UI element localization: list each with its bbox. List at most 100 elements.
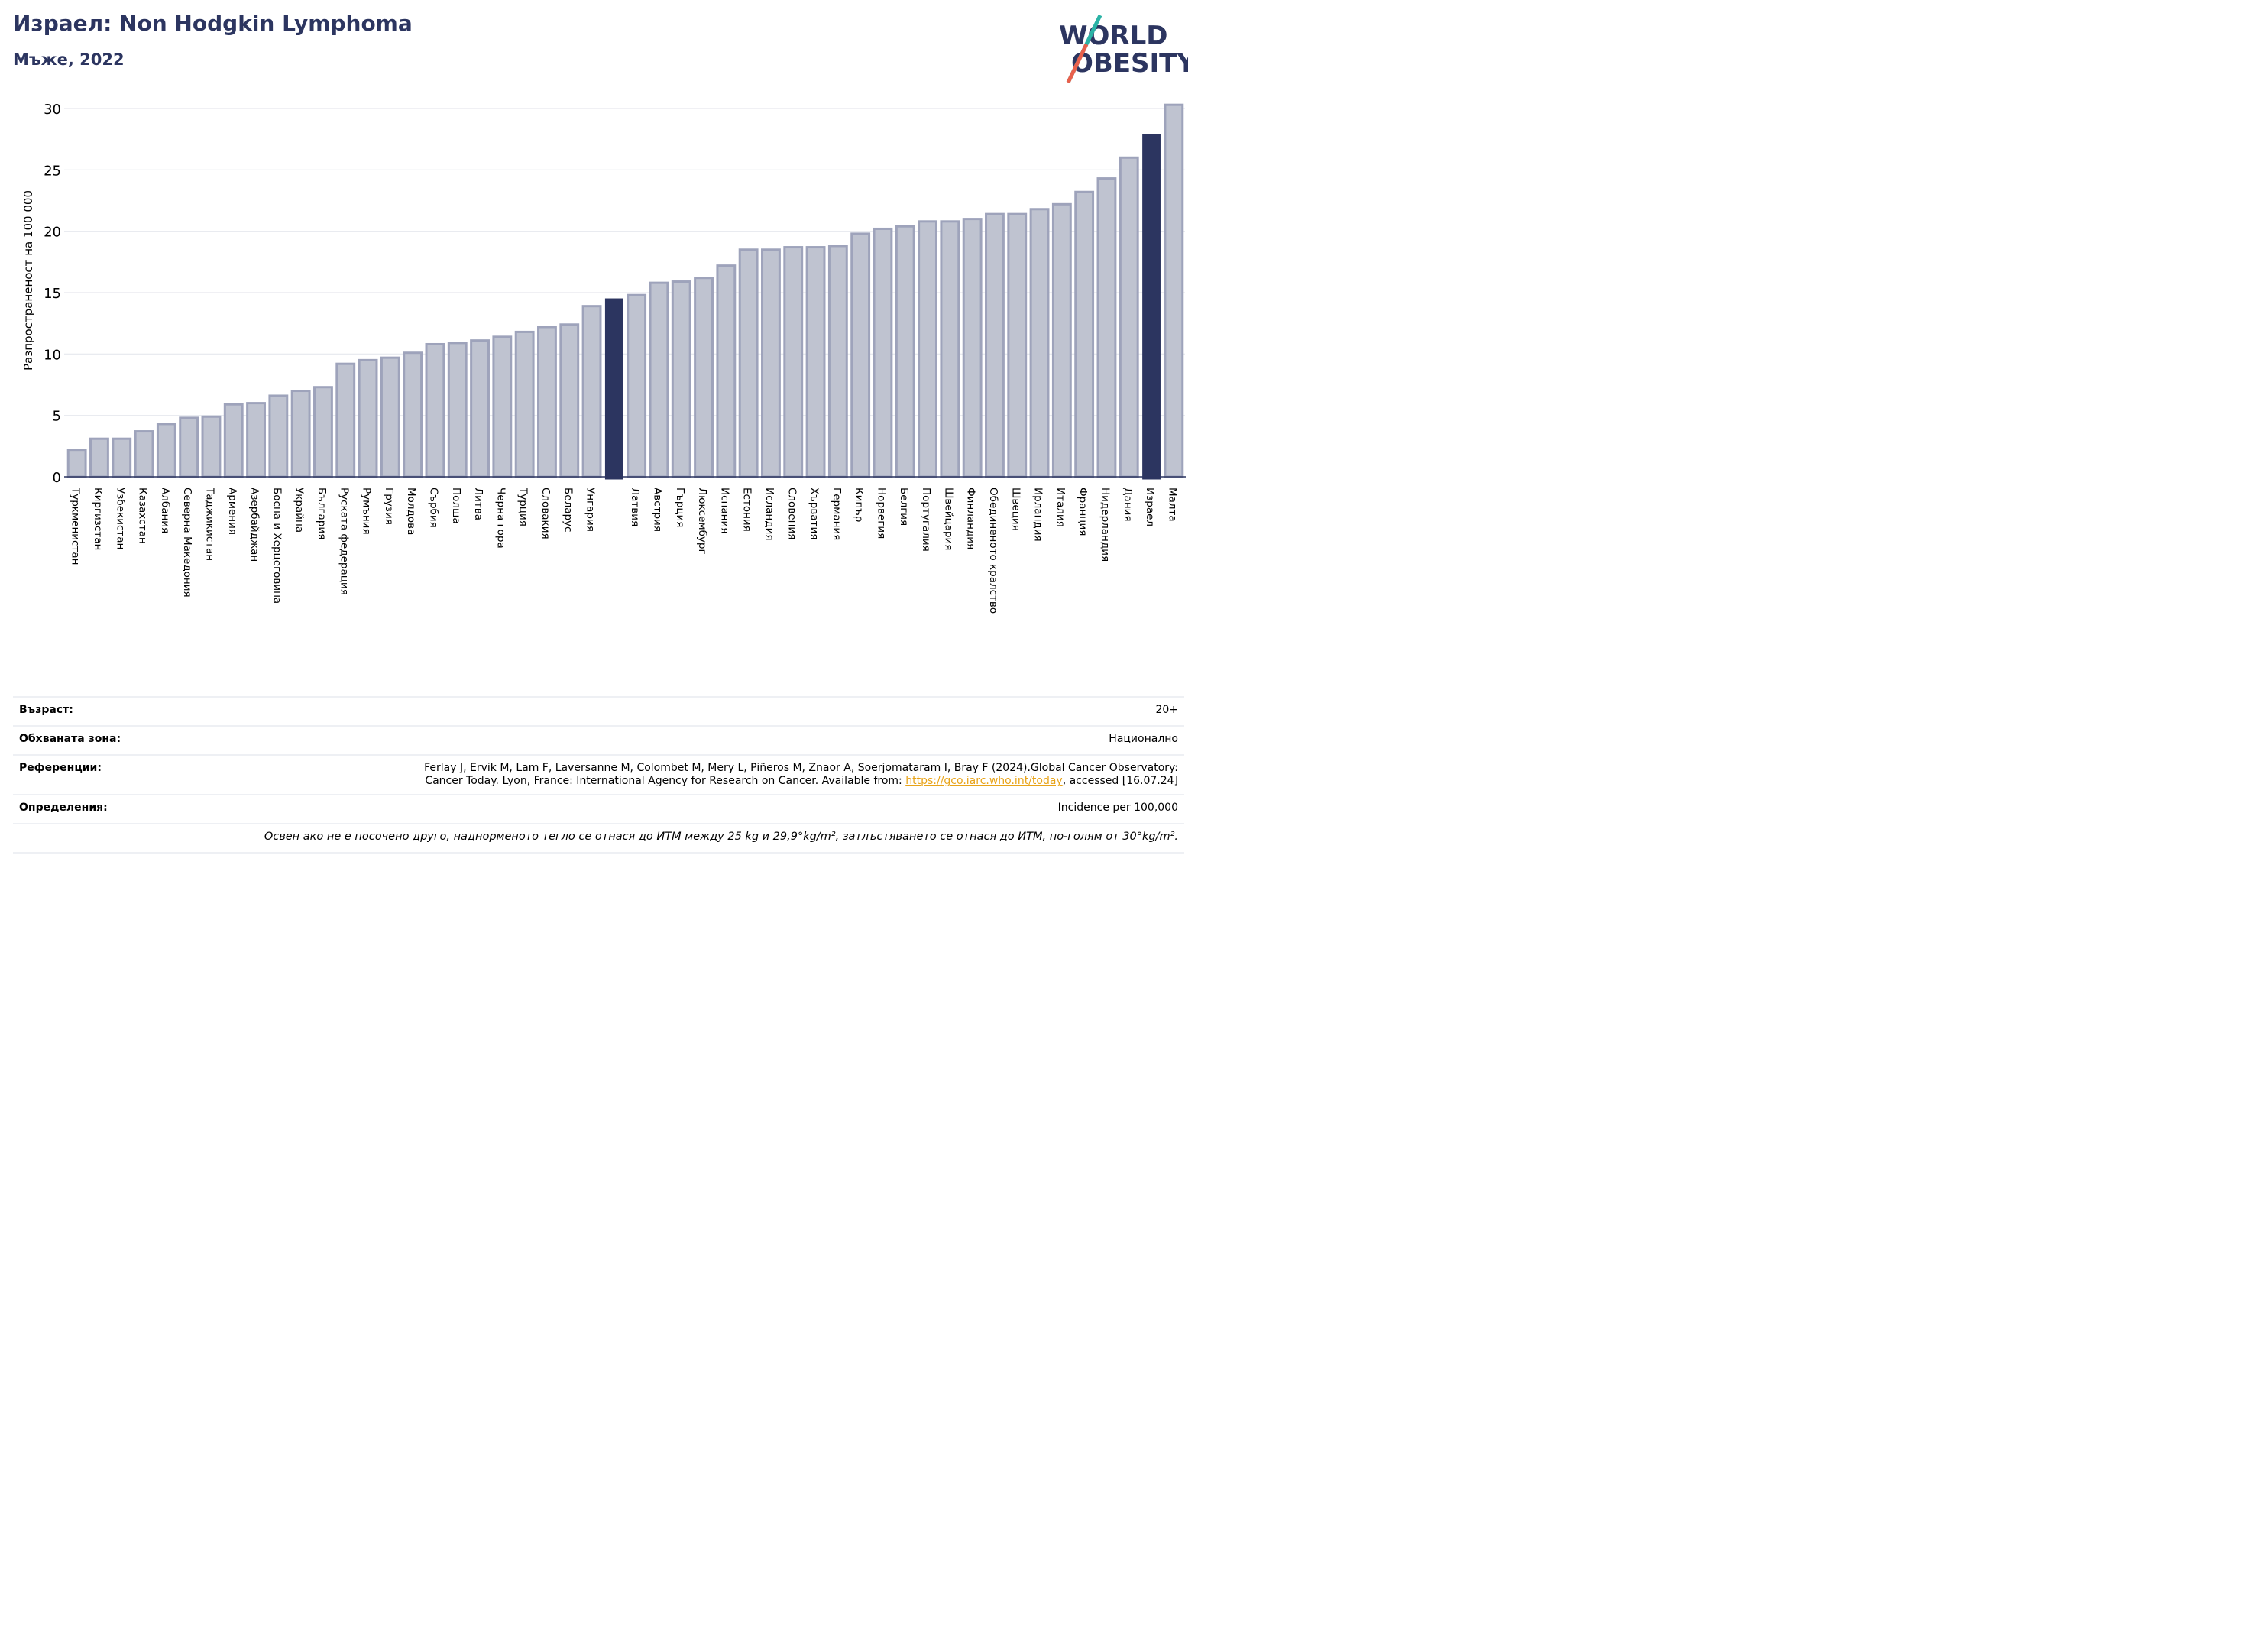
x-tick-label: Ирландия xyxy=(1032,488,1044,542)
x-tick-label: Кипър xyxy=(853,488,865,522)
world-obesity-logo: WORLD OBESITY xyxy=(1059,15,1188,84)
bar-blank xyxy=(604,298,623,480)
area-label: Обхваната зона: xyxy=(19,733,121,745)
bar-Казахстан xyxy=(134,430,154,478)
age-row: Възраст: 20+ xyxy=(13,696,1184,725)
bar-Германия xyxy=(827,245,848,478)
y-tick-label: 30 xyxy=(44,102,61,118)
bar-Киргизстан xyxy=(89,437,109,478)
bar-Грузия xyxy=(380,356,400,478)
x-tick-label: Исландия xyxy=(763,488,775,540)
bar-Северна Македония xyxy=(179,416,199,478)
bar-Дания xyxy=(1119,156,1139,478)
references-line2-pre: Cancer Today. Lyon, France: Internationa… xyxy=(425,775,906,787)
svg-text:WORLD: WORLD xyxy=(1059,21,1167,51)
x-tick-label: Малта xyxy=(1166,488,1178,522)
bar-Италия xyxy=(1051,202,1072,478)
definitions-label: Определения: xyxy=(19,802,108,814)
x-tick-label: България xyxy=(316,488,328,539)
x-tick-label: Туркменистан xyxy=(70,487,82,565)
x-tick-label: Швейцария xyxy=(942,488,954,550)
bar-Босна и Херцеговина xyxy=(268,394,289,478)
x-tick-label: Киргизстан xyxy=(92,488,104,550)
bar-Черна гора xyxy=(492,335,513,478)
y-axis-label: Разпространеност на 100 000 xyxy=(21,190,35,371)
x-tick-label: Армения xyxy=(226,488,238,535)
x-tick-label: Беларус xyxy=(562,488,574,532)
bar-Унгария xyxy=(581,305,602,478)
x-tick-label: Унгария xyxy=(584,488,597,532)
bar-Испания xyxy=(716,264,737,478)
age-value: 20+ xyxy=(1155,704,1178,716)
x-tick-label: Люксембург xyxy=(696,488,708,555)
references-link[interactable]: https://gco.iarc.who.int/today xyxy=(905,775,1063,787)
bar-Франция xyxy=(1074,190,1095,478)
x-tick-label: Обединеното кралство xyxy=(987,488,999,614)
bar-Хърватия xyxy=(805,246,826,478)
definitions-row: Определения: Incidence per 100,000 xyxy=(13,794,1184,823)
bar-Кипър xyxy=(850,232,871,478)
references-line1: Ferlay J, Ervik M, Lam F, Laversanne M, … xyxy=(424,762,1178,774)
x-tick-label: Естония xyxy=(741,488,753,532)
x-tick-label: Полша xyxy=(450,488,462,524)
x-tick-label: Норвегия xyxy=(875,488,887,539)
x-tick-label: Черна гора xyxy=(494,488,507,549)
x-tick-label: Албания xyxy=(159,488,171,533)
bar-Нидерландия xyxy=(1096,177,1117,478)
bar-Латвия xyxy=(627,293,647,478)
bar-Беларус xyxy=(559,323,580,478)
page-title: Израел: Non Hodgkin Lymphoma xyxy=(13,11,413,36)
bar-Обединеното кралство xyxy=(985,212,1005,478)
x-tick-label: Румъния xyxy=(361,488,373,535)
x-tick-label: Словакия xyxy=(539,488,552,539)
page-subtitle: Мъже, 2022 xyxy=(13,50,125,69)
x-tick-label: Руската федерация xyxy=(338,488,350,595)
bar-Естония xyxy=(738,248,759,478)
y-tick-label: 25 xyxy=(44,163,61,179)
references-value: Ferlay J, Ervik M, Lam F, Laversanne M, … xyxy=(424,762,1178,788)
bar-Португалия xyxy=(918,220,937,478)
references-label: Референции: xyxy=(19,762,102,774)
area-value: Национално xyxy=(1109,733,1178,745)
x-tick-label: Германия xyxy=(831,488,843,540)
x-tick-label: Испания xyxy=(718,488,730,533)
note-row: Освен ако не е посочено друго, наднормен… xyxy=(13,823,1184,854)
x-tick-label: Таджикистан xyxy=(203,487,215,561)
x-tick-label: Азербайджан xyxy=(248,488,261,562)
bar-Австрия xyxy=(649,281,669,478)
definitions-value: Incidence per 100,000 xyxy=(1057,802,1178,814)
bar-Полша xyxy=(447,342,468,478)
y-tick-label: 5 xyxy=(53,409,61,425)
x-tick-label: Казахстан xyxy=(137,488,149,544)
bar-Люксембург xyxy=(694,277,714,478)
x-tick-label: Франция xyxy=(1077,488,1089,536)
x-tick-label: Латвия xyxy=(629,488,641,526)
x-tick-label: Хърватия xyxy=(808,488,821,539)
y-tick-label: 10 xyxy=(44,347,61,363)
y-tick-label: 20 xyxy=(44,225,61,241)
bar-Туркменистан xyxy=(66,449,87,478)
x-tick-label: Португалия xyxy=(920,488,932,552)
bar-Узбекистан xyxy=(112,437,132,478)
bar-Финландия xyxy=(962,218,983,478)
bar-Турция xyxy=(514,330,535,478)
y-tick-labels: 0 5 10 15 20 25 30 xyxy=(44,102,61,486)
bar-Словакия xyxy=(537,326,557,478)
x-tick-label: Швеция xyxy=(1009,488,1022,531)
bar-България xyxy=(313,386,333,478)
x-tick-label: Финландия xyxy=(965,488,977,549)
svg-text:OBESITY: OBESITY xyxy=(1071,48,1188,79)
bar-Швеция xyxy=(1007,212,1028,478)
x-tick-label: Украйна xyxy=(293,488,306,533)
y-tick-label: 15 xyxy=(44,286,61,302)
note-text: Освен ако не е посочено друго, наднормен… xyxy=(264,831,1178,843)
bar-chart: 0 5 10 15 20 25 30 Туркменистан Киргизстан Узбек… xyxy=(21,102,1186,614)
x-tick-label: Литва xyxy=(472,488,484,520)
x-tick-label: Грузия xyxy=(383,488,395,525)
x-tick-label: Босна и Херцеговина xyxy=(270,488,283,604)
x-tick-label: Молдова xyxy=(405,488,417,535)
bar-Литва xyxy=(470,339,490,478)
info-table: Възраст: 20+ Обхваната зона: Национално … xyxy=(13,696,1184,854)
bar-Руската федерация xyxy=(335,362,356,478)
bar-Украйна xyxy=(290,390,311,478)
